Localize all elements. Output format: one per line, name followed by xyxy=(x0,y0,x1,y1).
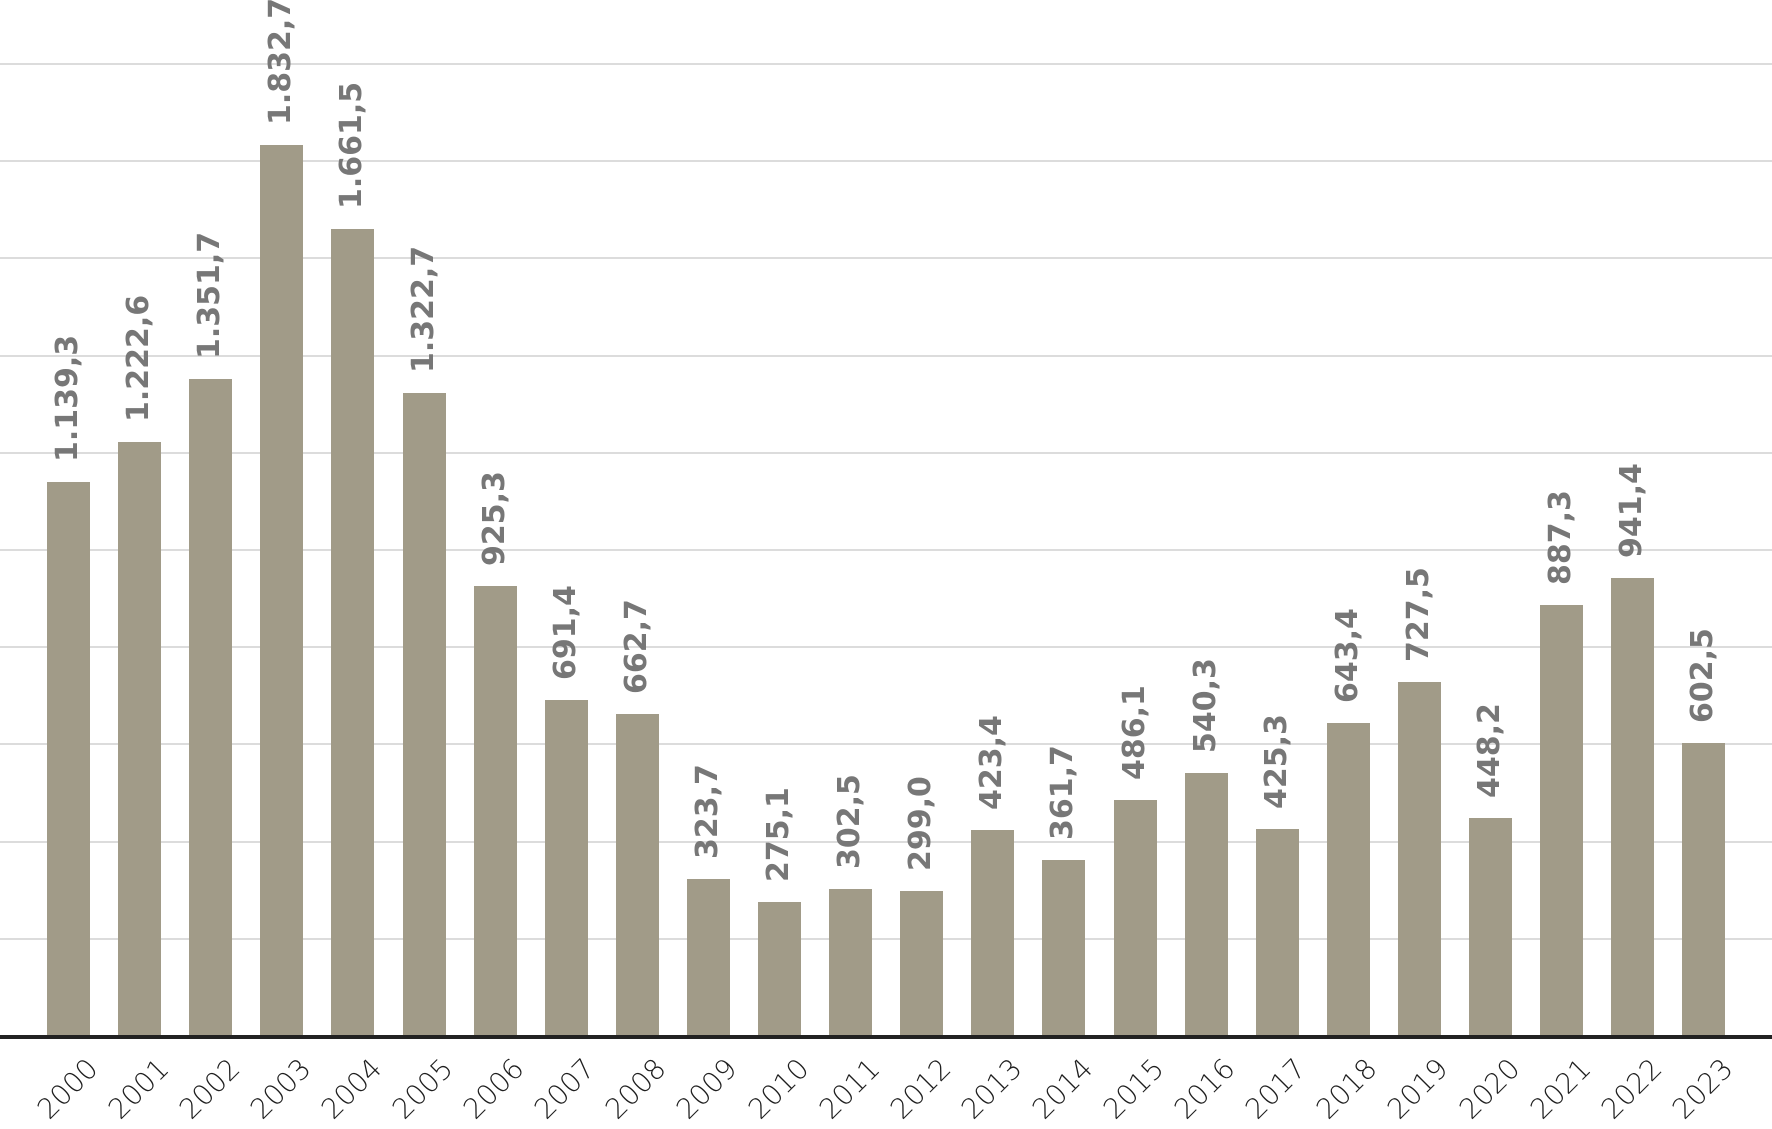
bar-2015 xyxy=(1113,799,1157,1036)
value-label: 423,4 xyxy=(974,715,1010,811)
bar-2009 xyxy=(686,878,730,1036)
gridline xyxy=(0,160,1772,163)
x-tick-label: 2019 xyxy=(1381,1051,1455,1126)
bar-2014 xyxy=(1042,860,1086,1036)
bar-2018 xyxy=(1326,723,1370,1036)
x-tick-label: 2009 xyxy=(670,1051,744,1126)
bar-2012 xyxy=(900,890,944,1036)
x-axis-line xyxy=(0,1035,1772,1039)
x-tick-label: 2006 xyxy=(456,1051,531,1126)
value-label: 275,1 xyxy=(761,787,796,883)
bar-2021 xyxy=(1540,604,1584,1036)
value-label: 691,4 xyxy=(547,585,583,680)
bar-2000 xyxy=(47,482,90,1036)
gridline xyxy=(0,937,1772,940)
x-tick-label: 2005 xyxy=(385,1051,460,1126)
value-label: 1.139,3 xyxy=(50,335,85,463)
bar-2022 xyxy=(1611,578,1655,1036)
gridline xyxy=(0,646,1772,649)
value-label: 299,0 xyxy=(903,775,939,871)
value-label: 1.351,7 xyxy=(192,231,228,360)
value-label: 925,3 xyxy=(476,471,512,567)
value-label: 323,7 xyxy=(689,763,725,859)
x-tick-label: 2016 xyxy=(1167,1051,1242,1126)
gridline xyxy=(0,451,1772,454)
bar-2016 xyxy=(1184,773,1228,1036)
x-tick-label: 2002 xyxy=(172,1051,247,1126)
x-tick-label: 2023 xyxy=(1665,1051,1740,1126)
bar-2006 xyxy=(473,586,517,1036)
x-tick-label: 2017 xyxy=(1238,1051,1313,1126)
x-tick-label: 2022 xyxy=(1594,1051,1669,1126)
value-label: 941,4 xyxy=(1614,463,1650,559)
gridline xyxy=(0,840,1772,843)
value-label: 1.222,6 xyxy=(121,294,157,422)
value-label: 887,3 xyxy=(1543,489,1579,585)
bar-2019 xyxy=(1397,682,1441,1036)
gridline xyxy=(0,549,1772,551)
x-tick-label: 2012 xyxy=(883,1051,958,1126)
value-label: 540,3 xyxy=(1187,658,1223,754)
value-label: 302,5 xyxy=(832,774,868,869)
x-tick-label: 2014 xyxy=(1025,1051,1100,1126)
value-label: 425,3 xyxy=(1258,714,1294,810)
value-label: 727,5 xyxy=(1400,567,1436,663)
value-label: 1.322,7 xyxy=(405,245,441,374)
bar-2020 xyxy=(1469,818,1512,1036)
bar-2005 xyxy=(402,393,446,1036)
bar-2010 xyxy=(758,902,801,1036)
gridline xyxy=(0,257,1772,260)
value-label: 1.661,5 xyxy=(334,81,370,209)
x-tick-label: 2020 xyxy=(1452,1051,1526,1126)
bar-2017 xyxy=(1255,829,1299,1036)
value-label: 1.832,7 xyxy=(263,0,299,126)
x-tick-label: 2000 xyxy=(30,1051,104,1126)
bar-2004 xyxy=(331,228,375,1036)
x-tick-label: 2010 xyxy=(741,1051,815,1126)
x-tick-label: 2013 xyxy=(954,1051,1029,1126)
x-tick-label: 2007 xyxy=(527,1051,602,1126)
x-tick-label: 2015 xyxy=(1096,1051,1171,1126)
bar-2002 xyxy=(189,379,233,1036)
x-tick-label: 2021 xyxy=(1523,1051,1598,1126)
value-label: 643,4 xyxy=(1329,608,1365,704)
x-tick-label: 2011 xyxy=(812,1051,887,1126)
x-tick-label: 2003 xyxy=(243,1051,318,1126)
x-tick-label: 2004 xyxy=(314,1051,389,1126)
value-label: 361,7 xyxy=(1045,745,1081,841)
x-tick-label: 2001 xyxy=(101,1051,176,1126)
bar-2008 xyxy=(615,713,659,1036)
x-tick-label: 2008 xyxy=(599,1051,673,1126)
bar-2023 xyxy=(1682,743,1726,1036)
bar-2007 xyxy=(544,699,588,1036)
gridline xyxy=(0,63,1772,65)
value-label: 662,7 xyxy=(618,599,654,694)
value-label: 448,2 xyxy=(1472,703,1507,799)
x-tick-label: 2018 xyxy=(1310,1051,1384,1126)
value-label: 486,1 xyxy=(1116,684,1152,780)
bar-2003 xyxy=(260,145,304,1036)
bar-2013 xyxy=(971,830,1015,1036)
gridline xyxy=(0,354,1772,357)
value-label: 602,5 xyxy=(1685,628,1721,724)
bar-2011 xyxy=(829,888,873,1036)
bar-2001 xyxy=(118,441,162,1036)
gridline xyxy=(0,743,1772,746)
